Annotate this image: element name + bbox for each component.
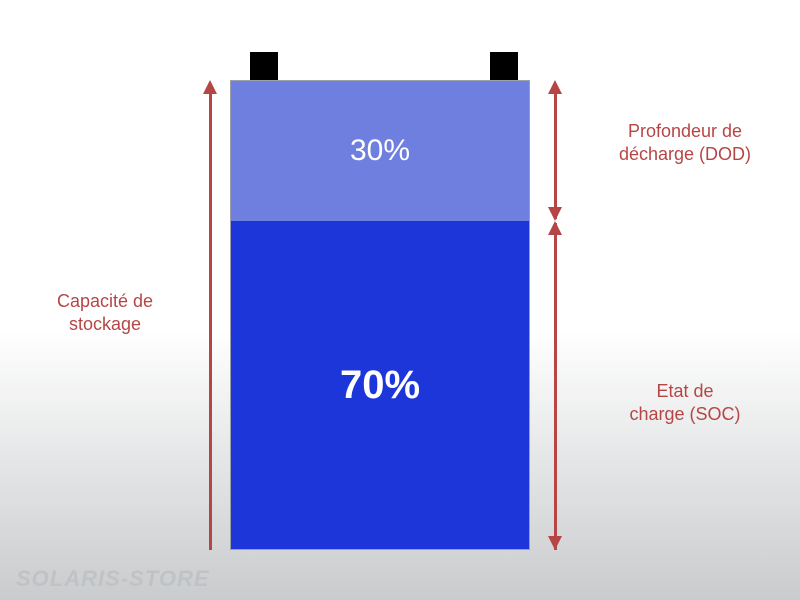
battery-outline — [230, 80, 530, 550]
battery-terminal-left — [250, 52, 278, 80]
soc-arrow-line — [554, 223, 557, 550]
capacity-arrow-head — [203, 80, 217, 94]
soc-arrow-head-top — [548, 221, 562, 235]
capacity-arrow-line — [209, 94, 212, 550]
battery-terminal-right — [490, 52, 518, 80]
dod-arrow-line — [554, 94, 557, 219]
dod-arrow-head-top — [548, 80, 562, 94]
soc-label: Etat de charge (SOC) — [600, 380, 770, 425]
soc-arrow-head-bottom — [548, 536, 562, 550]
dod-label: Profondeur de décharge (DOD) — [595, 120, 775, 165]
watermark: SOLARIS-STORE — [16, 566, 210, 592]
dod-arrow-head-bottom — [548, 207, 562, 221]
capacity-label: Capacité de stockage — [45, 290, 165, 335]
